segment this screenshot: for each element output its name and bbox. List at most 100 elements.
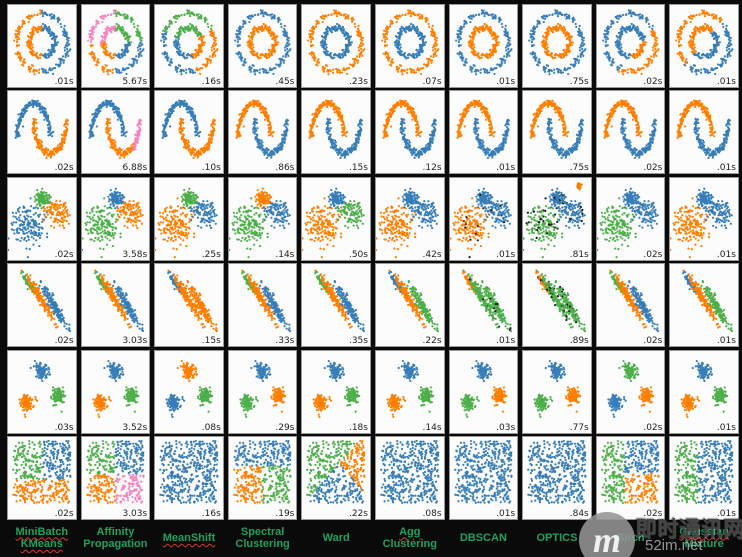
scatter-canvas [449,350,518,433]
scatter-canvas [596,264,665,347]
plot-cell-blobs-col7: .03s [448,349,519,434]
plot-cell-varied_variance_blobs-col4: .14s [227,176,298,261]
scatter-canvas [8,264,76,347]
algorithm-label-line: Clustering [235,538,290,550]
algorithm-label-line: Mixture [684,538,724,550]
scatter-canvas [228,264,297,347]
scatter-canvas [8,177,76,260]
plot-cell-anisotropic_blobs-col9: .02s [595,263,666,348]
plot-cell-noisy_moons-col4: .86s [227,90,298,175]
scatter-canvas [8,91,76,174]
algorithm-label-line: OPTICS [536,531,578,544]
plot-cell-blobs-col3: .08s [154,349,224,434]
scatter-canvas [302,264,370,347]
scatter-canvas [523,436,591,519]
scatter-canvas [596,436,665,519]
scatter-canvas [596,350,665,433]
scatter-canvas [8,436,76,519]
plot-cell-varied_variance_blobs-col8: .81s [522,176,592,261]
algorithm-label-line: Agg [399,525,421,538]
algorithm-label-line: Affinity [96,525,135,538]
algorithm-label-ward: Ward [301,521,371,555]
plot-cell-noisy_circles-col4: .45s [227,4,298,88]
scatter-canvas [523,177,591,260]
algorithm-labels-row: MiniBatch KMeans Affinity Propagation MeanSh… [7,521,739,555]
plot-cell-no_structure_uniform-col6: .08s [374,435,445,520]
plot-cell-no_structure_uniform-col2: 3.03s [80,435,151,520]
algorithm-label-gaussian-mixture: Gaussian Mixture [669,521,739,555]
plot-cell-anisotropic_blobs-col1: .02s [7,263,77,348]
scatter-canvas [81,264,150,347]
plot-cell-anisotropic_blobs-col8: .89s [522,263,592,348]
scatter-canvas [302,5,370,87]
scatter-canvas [302,91,370,174]
scatter-canvas [81,5,150,87]
plot-cell-anisotropic_blobs-col5: .35s [301,263,371,348]
scatter-canvas [155,5,223,87]
scatter-canvas [81,177,150,260]
scatter-canvas [375,436,444,519]
plot-cell-varied_variance_blobs-col3: .25s [154,176,224,261]
scatter-canvas [523,264,591,347]
scatter-canvas [228,5,297,87]
algorithm-label-line: Propagation [83,538,148,550]
plot-cell-blobs-col8: .77s [522,349,592,434]
scatter-canvas [375,177,444,260]
plot-cell-varied_variance_blobs-col10: .01s [669,176,739,261]
plot-cell-noisy_moons-col7: .01s [448,90,519,175]
plot-cell-noisy_moons-col1: .02s [7,90,77,175]
scatter-canvas [670,350,738,433]
scatter-canvas [81,350,150,433]
scatter-canvas [155,436,223,519]
scatter-canvas [670,91,738,174]
plot-cell-noisy_moons-col10: .01s [669,90,739,175]
plot-cell-blobs-col5: .18s [301,349,371,434]
scatter-canvas [375,91,444,174]
scatter-canvas [81,91,150,174]
algorithm-label-line: Spectral [240,525,285,538]
scatter-canvas [670,177,738,260]
plot-cell-noisy_circles-col8: .75s [522,4,592,88]
scatter-canvas [449,177,518,260]
plot-cell-noisy_moons-col3: .10s [154,90,224,175]
scatter-canvas [596,5,665,87]
scatter-canvas [375,350,444,433]
scatter-canvas [302,177,370,260]
scatter-canvas [670,436,738,519]
plot-cell-anisotropic_blobs-col2: 3.03s [80,263,151,348]
plot-cell-anisotropic_blobs-col6: .22s [374,263,445,348]
plot-cell-no_structure_uniform-col5: .22s [301,435,371,520]
algorithm-label-line: Gaussian [679,525,729,538]
watermark-title: 即时通讯网 [635,518,742,541]
plot-cell-varied_variance_blobs-col2: 3.58s [80,176,151,261]
watermark-site-url: 52im.net [645,537,703,554]
plot-cell-anisotropic_blobs-col7: .01s [448,263,519,348]
algorithm-label-optics: OPTICS [522,521,592,555]
plot-cell-noisy_circles-col3: .16s [154,4,224,88]
scatter-canvas [596,177,665,260]
algorithm-label-agg-clustering: Agg Clustering [375,521,445,555]
algorithm-label-line: MiniBatch [15,525,69,538]
algorithm-label-dbscan: DBSCAN [449,521,519,555]
scatter-canvas [302,350,370,433]
plot-cell-noisy_moons-col2: 6.88s [80,90,151,175]
scatter-canvas [81,436,150,519]
plot-cell-blobs-col10: .01s [669,349,739,434]
scatter-canvas [228,177,297,260]
scatter-canvas [449,91,518,174]
scatter-canvas [596,91,665,174]
algorithm-label-spectral-clustering: Spectral Clustering [228,521,298,555]
plot-cell-noisy_moons-col5: .15s [301,90,371,175]
plot-cell-blobs-col2: 3.52s [80,349,151,434]
plot-cell-noisy_circles-col5: .23s [301,4,371,88]
scatter-canvas [523,91,591,174]
algorithm-label-minibatch-kmeans: MiniBatch KMeans [7,521,77,555]
scatter-canvas [375,5,444,87]
plot-cell-no_structure_uniform-col7: .01s [448,435,519,520]
scatter-canvas [449,5,518,87]
algorithm-label-affinity-propagation: Affinity Propagation [81,521,151,555]
plot-cell-anisotropic_blobs-col4: .33s [227,263,298,348]
scatter-canvas [8,350,76,433]
plot-cell-noisy_moons-col9: .02s [595,90,666,175]
plot-cell-no_structure_uniform-col4: .19s [227,435,298,520]
